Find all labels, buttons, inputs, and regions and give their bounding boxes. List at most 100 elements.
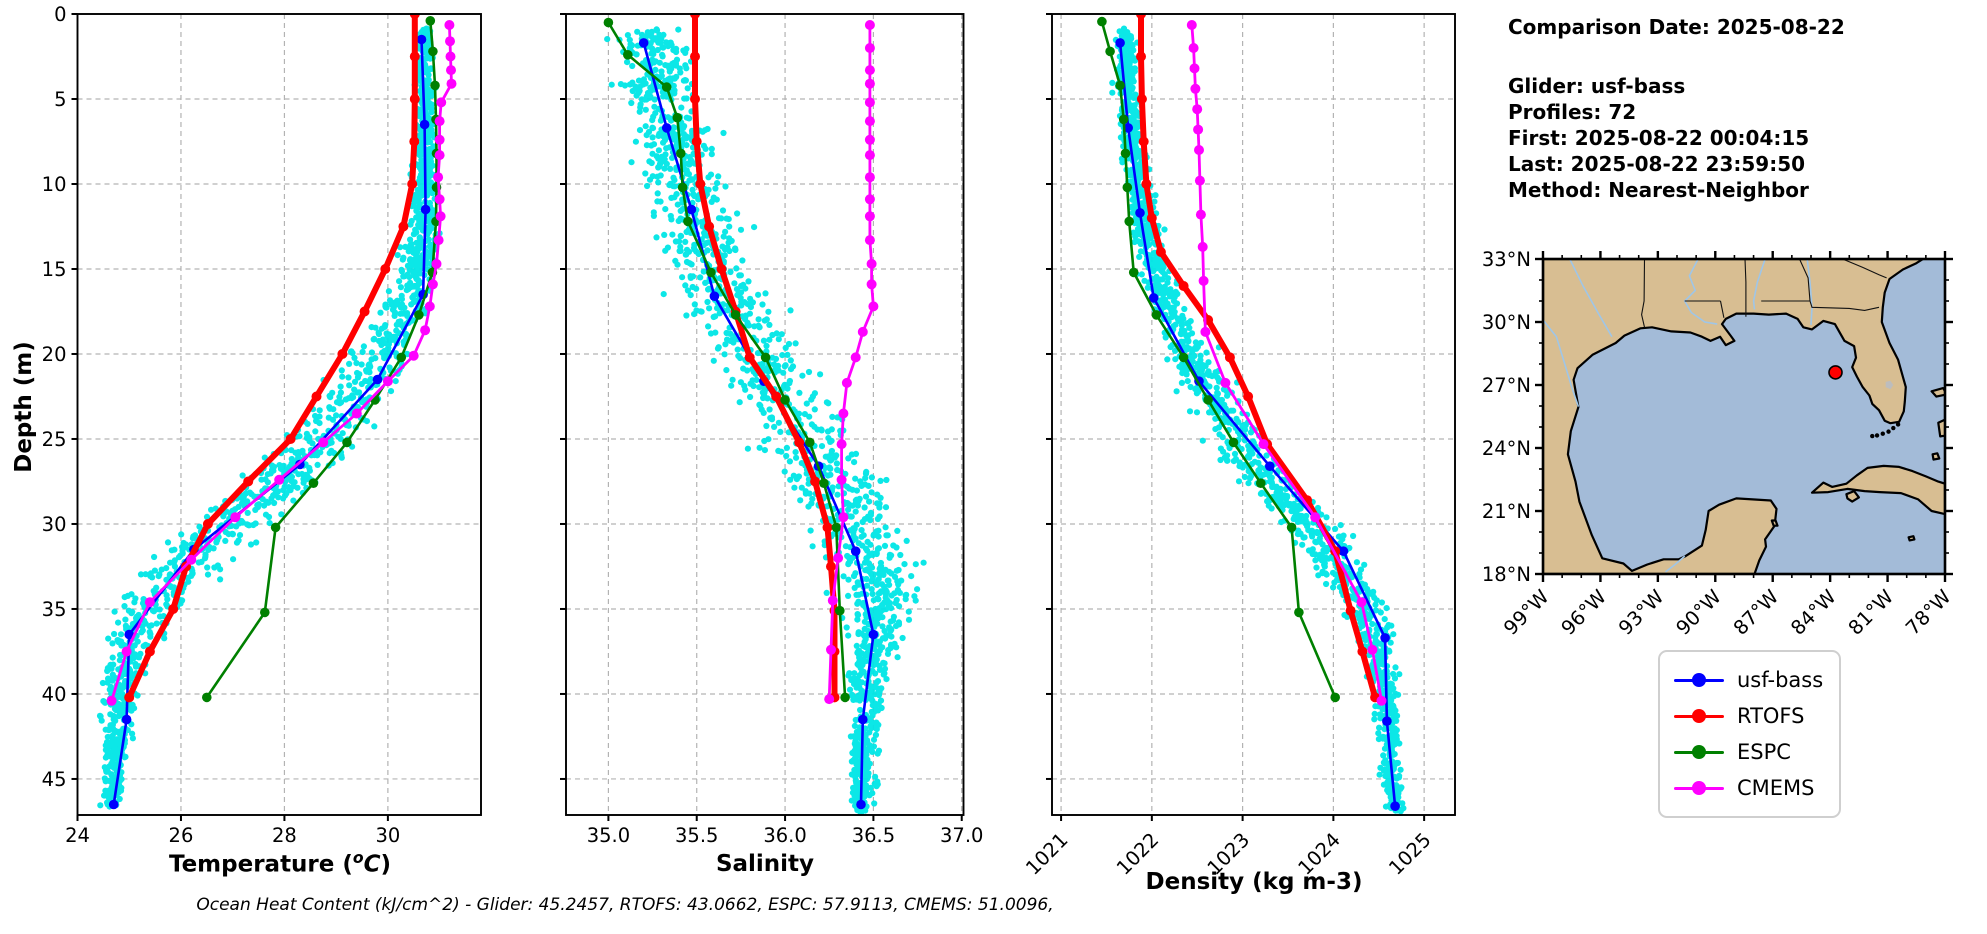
svg-text:1025: 1025 (1384, 828, 1435, 879)
legend-item-rtofs: RTOFS (1674, 698, 1823, 734)
density-axis-label: Density (kg m-3) (1145, 869, 1363, 895)
svg-text:21°N: 21°N (1482, 500, 1531, 523)
legend-label: RTOFS (1737, 704, 1805, 728)
svg-text:99°W: 99°W (1499, 585, 1553, 639)
svg-text:40: 40 (42, 683, 67, 706)
state-border (1641, 259, 1646, 328)
state-border (1842, 259, 1887, 279)
temperature-axis-label-suffix: ) (380, 851, 392, 878)
svg-text:24°N: 24°N (1482, 437, 1531, 460)
depth-axis-label: Depth (m) (11, 341, 37, 473)
land-polygon (1931, 452, 1941, 461)
river (1543, 319, 1580, 407)
svg-text:20: 20 (42, 343, 67, 366)
first-profile-time: First: 2025-08-22 00:04:15 (1508, 126, 1810, 150)
state-border (1798, 259, 1811, 302)
legend: usf-bass RTOFS ESPC CMEMS (1658, 650, 1842, 818)
state-border (1809, 300, 1880, 311)
land-polygon (1543, 259, 1925, 574)
svg-text:24: 24 (65, 824, 90, 847)
celsius-symbol: C (363, 851, 381, 878)
legend-item-cmems: CMEMS (1674, 770, 1823, 806)
land-polygon (1810, 464, 1945, 516)
glider-scatter-cloud (604, 26, 927, 815)
gulf-of-mexico-map: 33°N 30°N 27°N 24°N 21°N 18°N99°W 96°W 93°W 90°W… (1482, 248, 1956, 640)
island (1895, 422, 1901, 427)
tick-labels: 24 26 28 30 0 5 10 15 20 25 30 35 40 45 (42, 3, 401, 847)
svg-text:26: 26 (169, 824, 194, 847)
series-espc (202, 15, 442, 703)
series-rtofs (1136, 14, 1381, 703)
comparison-date: Comparison Date: 2025-08-22 (1508, 15, 1845, 39)
profile-count: Profiles: 72 (1508, 100, 1637, 124)
river (1806, 259, 1813, 326)
usf-bass-line-swatch (1674, 672, 1724, 688)
svg-text:1021: 1021 (1021, 828, 1072, 879)
island (1880, 431, 1885, 436)
map-ticks (1535, 251, 1953, 582)
legend-label: CMEMS (1737, 776, 1815, 800)
svg-text:27°N: 27°N (1482, 374, 1531, 397)
state-border (1744, 259, 1747, 317)
island (1891, 425, 1896, 431)
density-plot: 1021 1022 1023 1024 1025 (1021, 13, 1456, 880)
glider-scatter-cloud (96, 25, 443, 810)
series-cmems (1186, 20, 1387, 706)
svg-text:30°N: 30°N (1482, 311, 1531, 334)
land-polygon (1907, 535, 1916, 542)
series-rtofs (124, 14, 420, 703)
tick-labels: 35.0 35.5 36.0 36.5 37.0 (587, 824, 984, 847)
temperature-axis-label-prefix: Temperature ( (168, 851, 353, 878)
svg-text:35: 35 (42, 598, 67, 621)
svg-text:15: 15 (42, 258, 67, 281)
svg-text:96°W: 96°W (1557, 585, 1611, 639)
axis-ticks (560, 13, 963, 821)
espc-line-swatch (1674, 744, 1724, 760)
state-border (1719, 300, 1725, 318)
island (1886, 429, 1891, 434)
svg-text:87°W: 87°W (1729, 585, 1783, 639)
temperature-axis-label: Temperature (oC) (169, 848, 391, 878)
cmems-line-swatch (1674, 780, 1724, 796)
legend-item-espc: ESPC (1674, 734, 1823, 770)
degree-superscript: o (352, 848, 364, 867)
series-cmems (824, 20, 879, 705)
last-profile-time: Last: 2025-08-22 23:59:50 (1508, 152, 1806, 176)
svg-text:36.0: 36.0 (763, 824, 806, 847)
svg-text:93°W: 93°W (1614, 585, 1668, 639)
svg-text:30: 30 (42, 513, 67, 536)
svg-text:30: 30 (375, 824, 400, 847)
river (1665, 555, 1686, 573)
svg-text:84°W: 84°W (1786, 585, 1840, 639)
salinity-axis-label: Salinity (715, 851, 815, 877)
series-espc (1097, 16, 1340, 703)
legend-label: usf-bass (1737, 668, 1824, 692)
svg-text:33°N: 33°N (1482, 248, 1531, 271)
svg-text:28: 28 (272, 824, 297, 847)
comparison-method: Method: Nearest-Neighbor (1508, 178, 1809, 202)
ocean-heat-content-caption: Ocean Heat Content (kJ/cm^2) - Glider: 4… (196, 895, 1054, 915)
axis-ticks (71, 13, 389, 821)
svg-text:0: 0 (54, 3, 66, 26)
svg-text:90°W: 90°W (1671, 585, 1725, 639)
glider-name: Glider: usf-bass (1508, 74, 1686, 98)
svg-text:10: 10 (42, 173, 67, 196)
legend-label: ESPC (1737, 740, 1791, 764)
series-usf-bass (108, 34, 431, 810)
land-polygon (1770, 519, 1779, 527)
lake-okeechobee (1885, 380, 1894, 390)
svg-text:35.5: 35.5 (675, 824, 718, 847)
series-espc (603, 17, 850, 703)
river (1569, 259, 1613, 338)
svg-text:5: 5 (54, 88, 66, 111)
series-usf-bass (1115, 38, 1400, 811)
land-polygon (1845, 490, 1861, 503)
river (1752, 259, 1766, 310)
rtofs-line-swatch (1674, 708, 1724, 724)
svg-text:45: 45 (42, 768, 67, 791)
svg-text:18°N: 18°N (1482, 563, 1531, 586)
land-polygon (1930, 387, 1945, 398)
legend-item-usf-bass: usf-bass (1674, 662, 1823, 698)
